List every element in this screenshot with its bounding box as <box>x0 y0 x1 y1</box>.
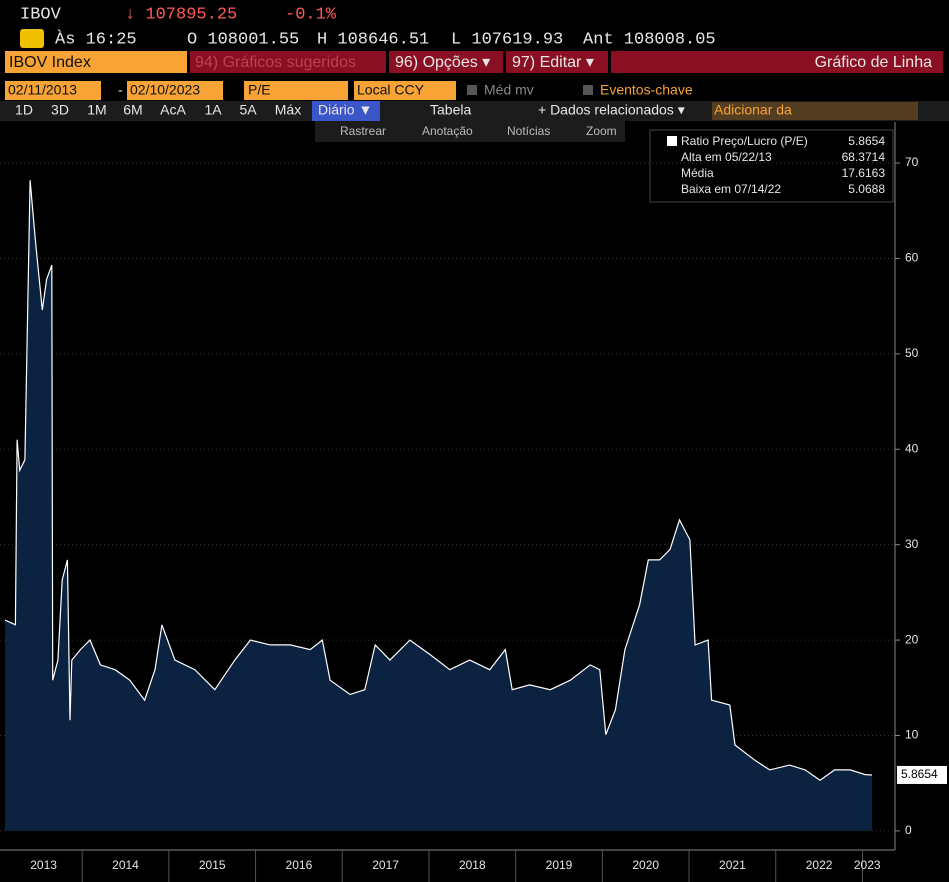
last-price: ↓ 107895.25 <box>125 5 237 24</box>
start-box[interactable] <box>5 81 101 100</box>
currency-box[interactable] <box>354 81 456 100</box>
options[interactable]: 96) Opções ▾ <box>395 54 490 71</box>
y-tick-label: 60 <box>905 251 919 265</box>
edit-btn[interactable] <box>506 51 608 73</box>
x-tick-label: 2023 <box>854 858 881 872</box>
x-tick-label: 2021 <box>719 858 746 872</box>
end-date[interactable]: 02/10/2023 <box>130 82 200 98</box>
options-btn[interactable] <box>389 51 503 73</box>
date-sep: - <box>118 82 123 98</box>
legend-box <box>649 129 894 203</box>
tools-bar <box>315 121 625 142</box>
ticker: IBOV <box>20 5 62 24</box>
security-box[interactable] <box>5 51 187 73</box>
area <box>5 180 872 831</box>
suggested[interactable]: 94) Gráficos sugeridos <box>195 54 356 71</box>
period-bar <box>0 101 949 121</box>
checkbox[interactable] <box>467 85 477 95</box>
y-tick-label: 50 <box>905 346 919 360</box>
period-btn[interactable]: 1M <box>87 102 106 118</box>
x-tick-label: 2015 <box>199 858 226 872</box>
x-tick-label: 2018 <box>459 858 486 872</box>
x-tick-label: 2017 <box>372 858 399 872</box>
x-tick-label: 2022 <box>806 858 833 872</box>
period-btn[interactable]: AcA <box>160 102 186 118</box>
legend-swatch <box>667 136 677 146</box>
period-btn[interactable]: 6M <box>123 102 142 118</box>
chart-type-bar <box>611 51 943 73</box>
end-box[interactable] <box>127 81 223 100</box>
x-tick-label: 2013 <box>30 858 57 872</box>
high: H 108646.51 <box>317 30 429 49</box>
table[interactable]: Tabela <box>430 102 471 118</box>
legend-value: 5.8654 <box>848 134 885 148</box>
tool-btn[interactable]: Zoom <box>586 124 617 138</box>
y-tick-label: 0 <box>905 823 912 837</box>
period-btn[interactable]: Máx <box>275 102 301 118</box>
open: O 108001.55 <box>187 30 299 49</box>
last-value-label: 5.8654 <box>901 767 938 781</box>
x-tick-label: 2020 <box>632 858 659 872</box>
tool-btn[interactable]: Anotação <box>422 124 473 138</box>
y-tick-label: 20 <box>905 632 919 646</box>
period-btn[interactable]: 1D <box>15 102 33 118</box>
last-value-tag <box>897 765 947 784</box>
start-date[interactable]: 02/11/2013 <box>8 82 77 98</box>
field[interactable]: P/E <box>248 82 271 98</box>
y-tick-label: 40 <box>905 441 919 455</box>
clock-icon <box>20 29 44 48</box>
period-btn[interactable]: 5A <box>239 102 257 118</box>
edit[interactable]: 97) Editar ▾ <box>512 54 594 71</box>
x-tick-label: 2016 <box>286 858 313 872</box>
y-tick-label: 10 <box>905 728 919 742</box>
tool-btn[interactable]: Notícias <box>507 124 550 138</box>
y-tick-label: 30 <box>905 537 919 551</box>
tool-btn[interactable]: Rastrear <box>340 124 386 138</box>
legend-stat-label: Baixa em 07/14/22 <box>681 182 781 196</box>
checkbox[interactable] <box>583 85 593 95</box>
moving-avg[interactable]: Méd mv <box>484 82 534 98</box>
add-box[interactable] <box>712 102 918 120</box>
y-tick-label: 70 <box>905 155 919 169</box>
frequency-btn[interactable] <box>312 101 380 121</box>
field-box[interactable] <box>244 81 348 100</box>
currency[interactable]: Local CCY <box>357 82 425 98</box>
x-tick-label: 2014 <box>112 858 139 872</box>
prev-close: Ant 108008.05 <box>583 30 716 49</box>
legend-stat-value: 5.0688 <box>848 182 885 196</box>
period-btn[interactable]: 3D <box>51 102 69 118</box>
events[interactable]: Eventos-chave <box>600 82 693 98</box>
add[interactable]: Adicionar da <box>714 102 792 118</box>
frequency[interactable]: Diário ▼ <box>318 102 372 118</box>
time: Às 16:25 <box>55 29 137 49</box>
related[interactable]: + Dados relacionados ▾ <box>538 102 685 118</box>
plot <box>0 162 895 832</box>
legend-stat-label: Alta em 05/22/13 <box>681 150 772 164</box>
x-tick-label: 2019 <box>546 858 573 872</box>
period-btn[interactable]: 1A <box>204 102 222 118</box>
legend-stat-label: Média <box>681 166 714 180</box>
line <box>4 180 873 782</box>
legend-stat-value: 68.3714 <box>842 150 886 164</box>
chart-type[interactable]: Gráfico de Linha <box>815 54 933 71</box>
low: L 107619.93 <box>451 30 563 49</box>
legend-label: Ratio Preço/Lucro (P/E) <box>681 134 808 148</box>
legend-stat-value: 17.6163 <box>842 166 886 180</box>
security[interactable]: IBOV Index <box>9 54 91 71</box>
change: -0.1% <box>285 5 337 24</box>
suggested-btn[interactable] <box>190 51 386 73</box>
